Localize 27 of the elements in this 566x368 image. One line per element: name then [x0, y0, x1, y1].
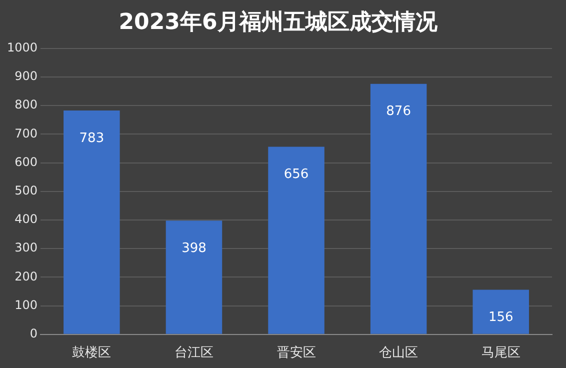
- data-label: 398: [182, 240, 206, 256]
- y-tick-label: 1000: [6, 40, 38, 55]
- x-tick-label: 台江区: [174, 346, 214, 361]
- bar: [370, 84, 427, 334]
- y-tick-label: 0: [30, 326, 38, 341]
- x-tick-label: 马尾区: [481, 346, 520, 361]
- bar: [64, 110, 120, 334]
- chart-title: 2023年6月福州五城区成交情况: [118, 8, 438, 35]
- y-tick-label: 600: [14, 154, 38, 169]
- bar: [268, 146, 324, 334]
- y-tick-label: 900: [14, 69, 38, 84]
- x-tick-label: 仓山区: [379, 346, 418, 361]
- x-tick-label: 晋安区: [276, 344, 316, 361]
- y-tick-label: 400: [14, 212, 38, 226]
- y-tick-label: 200: [14, 269, 38, 284]
- data-label: 656: [284, 167, 309, 182]
- y-tick-label: 300: [14, 240, 38, 255]
- bar: [472, 290, 529, 334]
- bar: [166, 220, 222, 334]
- data-label: 783: [79, 130, 104, 146]
- y-tick-label: 100: [14, 298, 38, 312]
- data-label: 876: [386, 104, 411, 120]
- y-tick-label: 800: [14, 98, 38, 112]
- x-tick-label: 鼓楼区: [72, 346, 112, 361]
- y-tick-label: 500: [14, 184, 38, 198]
- y-tick-label: 700: [14, 126, 38, 140]
- data-label: 156: [488, 310, 514, 326]
